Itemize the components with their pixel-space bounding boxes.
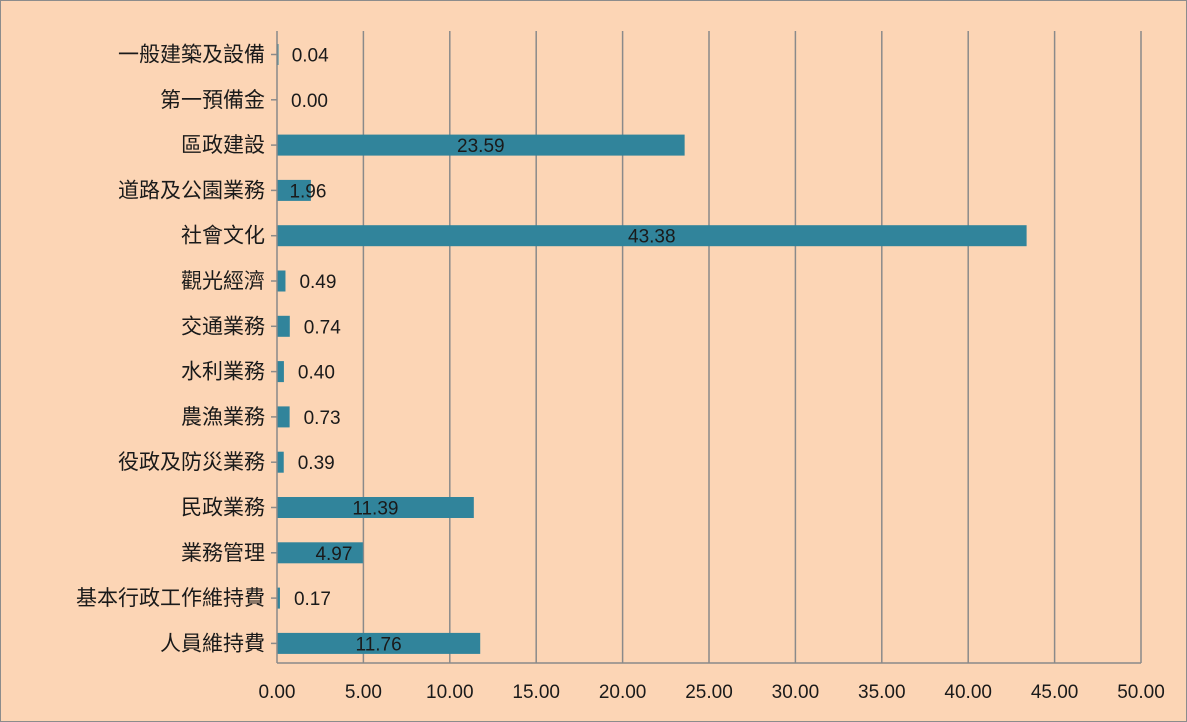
x-tick-label: 0.00 — [259, 682, 296, 703]
data-label: 43.38 — [628, 227, 676, 248]
x-tick-label: 45.00 — [1031, 682, 1079, 703]
category-label: 觀光經濟 — [181, 269, 265, 293]
bar — [277, 315, 290, 337]
category-label: 第一預備金 — [160, 88, 265, 112]
data-label: 0.17 — [294, 589, 331, 610]
category-label: 人員維持費 — [160, 631, 265, 655]
category-label: 道路及公園業務 — [118, 178, 265, 202]
bar — [277, 270, 286, 292]
x-tick-label: 40.00 — [944, 682, 992, 703]
bar — [277, 225, 1027, 247]
bar — [277, 497, 474, 518]
data-label: 0.74 — [304, 317, 341, 338]
data-label: 0.49 — [299, 272, 336, 293]
bar — [277, 179, 311, 201]
category-label: 交通業務 — [181, 314, 265, 338]
data-label: 4.97 — [315, 544, 352, 565]
category-label: 民政業務 — [181, 496, 265, 520]
category-label: 區政建設 — [181, 133, 265, 157]
data-label: 0.04 — [292, 46, 329, 67]
bar — [277, 406, 290, 428]
data-label: 0.40 — [298, 363, 335, 384]
x-tick-label: 15.00 — [512, 682, 560, 703]
bar — [277, 632, 481, 654]
x-tick-label: 10.00 — [426, 682, 474, 703]
x-tick-label: 25.00 — [685, 682, 733, 703]
data-label: 0.73 — [304, 408, 341, 429]
x-tick-label: 20.00 — [599, 682, 647, 703]
x-tick-label: 30.00 — [772, 682, 820, 703]
category-label: 業務管理 — [181, 541, 265, 565]
bar — [277, 542, 363, 564]
category-label: 社會文化 — [181, 224, 265, 248]
data-label: 11.39 — [352, 499, 398, 520]
x-tick-label: 50.00 — [1117, 682, 1165, 703]
category-label: 水利業務 — [181, 360, 265, 384]
bar — [277, 587, 280, 609]
bar — [277, 361, 284, 383]
category-label: 基本行政工作維持費 — [76, 586, 265, 610]
x-tick-label: 35.00 — [858, 682, 906, 703]
data-label: 23.59 — [457, 136, 505, 157]
data-label: 0.00 — [291, 91, 328, 112]
bar — [277, 451, 284, 473]
category-label: 一般建築及設備 — [118, 43, 265, 67]
bar — [277, 134, 685, 156]
data-label: 0.39 — [298, 453, 335, 474]
x-tick-label: 5.00 — [345, 682, 382, 703]
category-label: 農漁業務 — [181, 405, 265, 429]
data-label: 1.96 — [289, 181, 326, 202]
data-label: 11.76 — [356, 634, 402, 655]
category-label: 役政及防災業務 — [118, 450, 265, 474]
